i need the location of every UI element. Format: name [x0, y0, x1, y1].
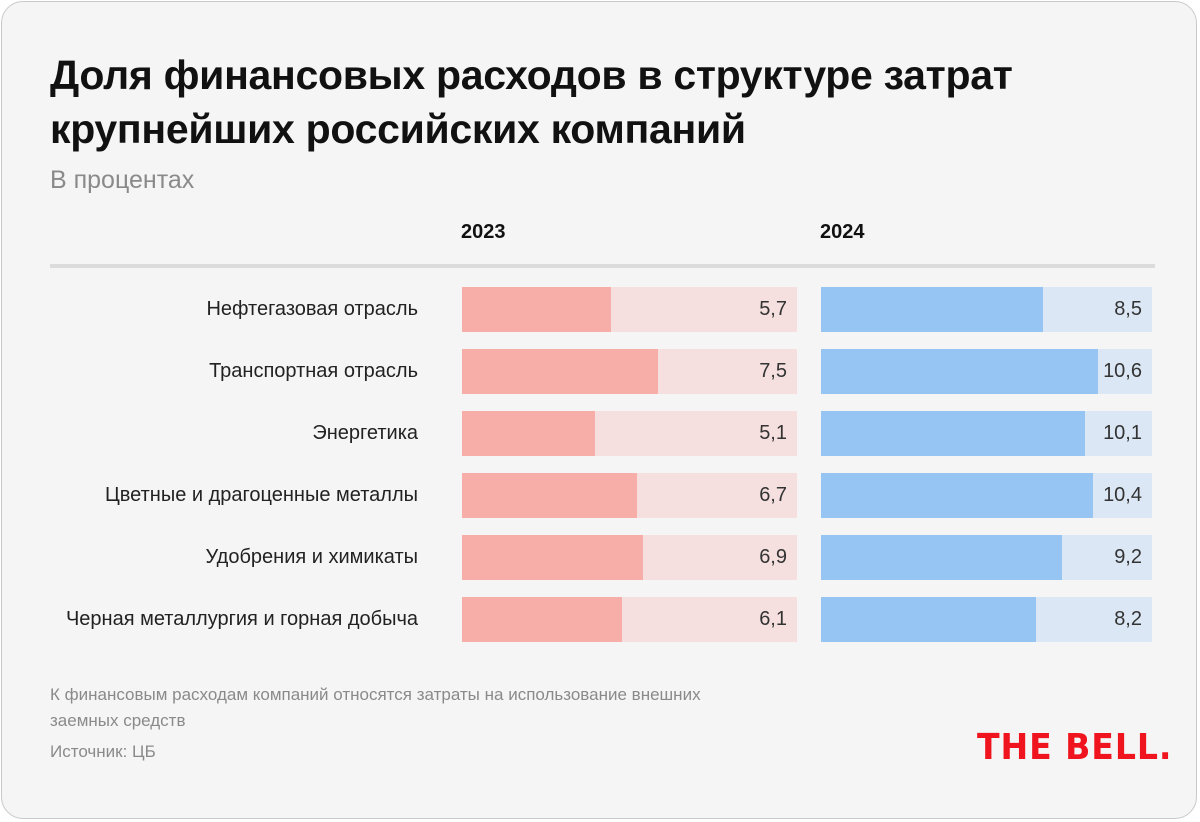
bar-2024 [821, 349, 1099, 394]
bar-track-2023: 5,1 [462, 411, 797, 456]
data-label-2023: 5,7 [759, 298, 787, 320]
bar-2023 [462, 535, 643, 580]
bar-2024 [821, 287, 1044, 332]
footnote: К финансовым расходам компаний относятся… [50, 685, 701, 730]
column-header-2023: 2023 [461, 221, 506, 243]
data-label-2024: 8,5 [1114, 298, 1142, 320]
category-label: Энергетика [312, 422, 418, 444]
bar-2023 [462, 287, 612, 332]
header-divider [50, 264, 1155, 268]
bar-track-2024: 10,6 [821, 349, 1152, 394]
data-label-2024: 9,2 [1114, 546, 1142, 568]
category-label: Удобрения и химикаты [205, 546, 418, 568]
category-label: Черная металлургия и горная добыча [65, 608, 418, 630]
chart-subtitle: В процентах [50, 166, 195, 194]
bar-track-2024: 9,2 [821, 535, 1152, 580]
bar-2023 [462, 473, 638, 518]
category-label: Транспортная отрасль [209, 360, 418, 382]
bar-track-2024: 8,5 [821, 287, 1152, 332]
bar-2024 [821, 535, 1062, 580]
bar-2024 [821, 597, 1036, 642]
category-label: Нефтегазовая отрасль [206, 298, 418, 320]
bar-2023 [462, 349, 659, 394]
bar-2024 [821, 411, 1086, 456]
data-label-2024: 10,1 [1103, 422, 1142, 444]
data-label-2023: 6,9 [759, 546, 787, 568]
data-label-2024: 10,4 [1103, 484, 1142, 506]
bar-track-2024: 10,4 [821, 473, 1152, 518]
bar-track-2023: 5,7 [462, 287, 797, 332]
bar-track-2023: 7,5 [462, 349, 797, 394]
source-note: Источник: ЦБ [50, 742, 156, 761]
bar-track-2023: 6,1 [462, 597, 797, 642]
data-label-2023: 7,5 [759, 360, 787, 382]
data-label-2024: 8,2 [1114, 608, 1142, 630]
the-bell-logo: THE BELL. [977, 727, 1173, 768]
data-label-2023: 5,1 [759, 422, 787, 444]
data-label-2023: 6,7 [759, 484, 787, 506]
bar-2023 [462, 597, 622, 642]
data-label-2024: 10,6 [1103, 360, 1142, 382]
bar-track-2024: 10,1 [821, 411, 1152, 456]
bar-2023 [462, 411, 596, 456]
bar-track-2024: 8,2 [821, 597, 1152, 642]
data-label-2023: 6,1 [759, 608, 787, 630]
chart-title: Доля финансовых расходов в структуре зат… [50, 52, 1013, 152]
bar-track-2023: 6,7 [462, 473, 797, 518]
column-header-2024: 2024 [820, 221, 865, 243]
bar-2024 [821, 473, 1094, 518]
bar-track-2023: 6,9 [462, 535, 797, 580]
category-label: Цветные и драгоценные металлы [104, 484, 418, 506]
